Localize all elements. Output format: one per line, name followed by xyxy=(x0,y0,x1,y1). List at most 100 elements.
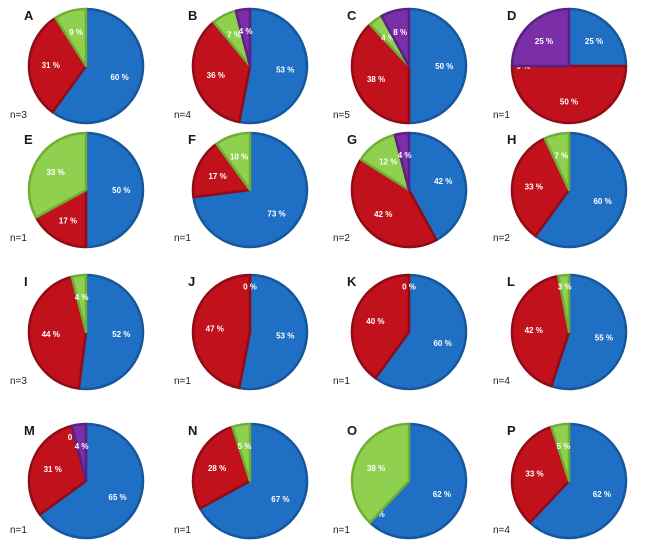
pie-i-slice-green xyxy=(70,273,88,334)
sample-size-l: n=4 xyxy=(493,376,510,387)
pie-c-label-green: 4 % xyxy=(381,33,395,42)
pie-g: 42 % 42 % 12 %4 % xyxy=(350,131,468,249)
pie-f-label-green: 10 % xyxy=(230,152,248,161)
pie-l-label-green: 3 % xyxy=(558,283,572,292)
pie-f-slice-red xyxy=(191,142,252,199)
pie-j-label-red: 47 % xyxy=(206,325,224,334)
pie-f: 73 % 17 % 10 % xyxy=(191,131,309,249)
pie-h: 60 % 33 % 7 % xyxy=(510,131,628,249)
pie-p-label-red: 33 % xyxy=(525,469,543,478)
pie-e-label-green: 33 % xyxy=(46,168,64,177)
pie-o-slice-blue xyxy=(368,422,468,540)
pie-i-slice-blue xyxy=(77,273,145,391)
pie-c: 50 % 38 % 4 %8 % xyxy=(350,7,468,125)
pie-p-slice-blue xyxy=(528,422,628,540)
panel-letter-e: E xyxy=(24,132,33,147)
panel-letter-m: M xyxy=(24,423,35,438)
pie-o-label-blue: 62 % xyxy=(433,490,451,499)
panel-letter-i: I xyxy=(24,274,28,289)
pie-f-slice-green xyxy=(215,131,252,192)
panel-letter-c: C xyxy=(347,8,357,23)
pie-g-label-red: 42 % xyxy=(374,210,392,219)
pie-j-slice-blue xyxy=(238,273,309,391)
pie-a-label-blue: 60 % xyxy=(110,73,128,82)
pie-p-label-green: 5 % xyxy=(557,442,571,451)
pie-d-slice-purple xyxy=(510,7,571,68)
pie-g-slice-blue xyxy=(407,131,468,242)
pie-j: 53 % 47 % 0 % xyxy=(191,273,309,391)
pie-e: 50 % 17 % 33 % xyxy=(27,131,145,249)
pie-h-label-blue: 60 % xyxy=(593,197,611,206)
sample-size-j: n=1 xyxy=(174,376,191,387)
sample-size-f: n=1 xyxy=(174,233,191,244)
pie-b-slice-blue xyxy=(238,7,309,125)
pie-o: 62 %0 %38 % xyxy=(350,422,468,540)
pie-i-label-green: 4 % xyxy=(75,293,89,302)
panel-letter-a: A xyxy=(24,8,34,23)
pie-a: 60 % 31 % 9 % xyxy=(27,7,145,125)
pie-a-slice-green xyxy=(54,7,88,68)
pie-g-slice-red xyxy=(350,158,438,249)
pie-c-slice-red xyxy=(350,23,411,125)
pie-i-slice-red xyxy=(27,275,88,390)
pie-c-label-purple: 8 % xyxy=(393,28,407,37)
pie-h-slice-blue xyxy=(534,131,628,249)
pie-k-slice-red xyxy=(350,273,411,380)
pie-p-label-blue: 62 % xyxy=(593,490,611,499)
pie-m-label-purple: 4 % xyxy=(75,442,89,451)
panel-letter-o: O xyxy=(347,423,357,438)
pie-n: 67 % 28 % 5 % xyxy=(191,422,309,540)
pie-j-slice-red xyxy=(191,273,252,390)
panel-letter-h: H xyxy=(507,132,516,147)
pie-e-slice-green xyxy=(27,131,88,219)
sample-size-e: n=1 xyxy=(10,233,27,244)
pie-c-label-blue: 50 % xyxy=(435,62,453,71)
pie-a-label-red: 31 % xyxy=(42,61,60,70)
pie-n-slice-green xyxy=(231,422,252,483)
pie-l: 55 % 42 % 3 % xyxy=(510,273,628,391)
pie-n-label-blue: 67 % xyxy=(271,495,289,504)
panel-letter-j: J xyxy=(188,274,195,289)
panel-letter-n: N xyxy=(188,423,197,438)
sample-size-b: n=4 xyxy=(174,110,191,121)
pie-a-slice-red xyxy=(27,16,88,114)
pie-g-label-blue: 42 % xyxy=(434,177,452,186)
pie-h-label-green: 7 % xyxy=(554,152,568,161)
pie-i: 52 % 44 % 4 % xyxy=(27,273,145,391)
pie-l-slice-green xyxy=(557,273,571,334)
pie-b-label-green: 7 % xyxy=(227,31,241,40)
sample-size-h: n=2 xyxy=(493,233,510,244)
pie-e-label-red: 17 % xyxy=(59,216,77,225)
pie-m-slice-purple xyxy=(70,422,88,483)
pie-g-label-purple: 4 % xyxy=(398,151,412,160)
pie-c-slice-blue xyxy=(407,7,468,125)
pie-a-slice-blue xyxy=(51,7,145,125)
pie-m: 65 %31 %0 %4 % xyxy=(27,422,145,540)
pie-p-slice-red xyxy=(510,425,571,524)
pie-i-label-red: 44 % xyxy=(42,330,60,339)
pie-b-slice-purple xyxy=(234,7,252,68)
pie-b-label-blue: 53 % xyxy=(276,65,294,74)
pie-k: 60 % 40 % 0 % xyxy=(350,273,468,391)
pie-p: 62 % 33 % 5 % xyxy=(510,422,628,540)
pie-m-slice-red xyxy=(27,424,88,516)
sample-size-p: n=4 xyxy=(493,525,510,536)
pie-j-label-green: 0 % xyxy=(243,282,257,291)
pie-a-label-green: 9 % xyxy=(69,28,83,37)
pie-l-label-red: 42 % xyxy=(525,326,543,335)
pie-o-label-green: 38 % xyxy=(367,464,385,473)
pie-k-label-red: 40 % xyxy=(366,317,384,326)
pie-g-label-green: 12 % xyxy=(379,157,397,166)
pie-j-label-blue: 53 % xyxy=(276,331,294,340)
pie-f-label-blue: 73 % xyxy=(267,209,285,218)
pie-p-slice-green xyxy=(550,422,571,483)
panel-letter-f: F xyxy=(188,132,196,147)
pie-c-slice-purple xyxy=(380,7,411,68)
panel-letter-p: P xyxy=(507,423,516,438)
pie-e-slice-blue xyxy=(84,131,145,249)
pie-l-label-blue: 55 % xyxy=(595,334,613,343)
sample-size-m: n=1 xyxy=(10,525,27,536)
pie-d-slice-red xyxy=(510,64,628,125)
pie-f-label-red: 17 % xyxy=(208,172,226,181)
